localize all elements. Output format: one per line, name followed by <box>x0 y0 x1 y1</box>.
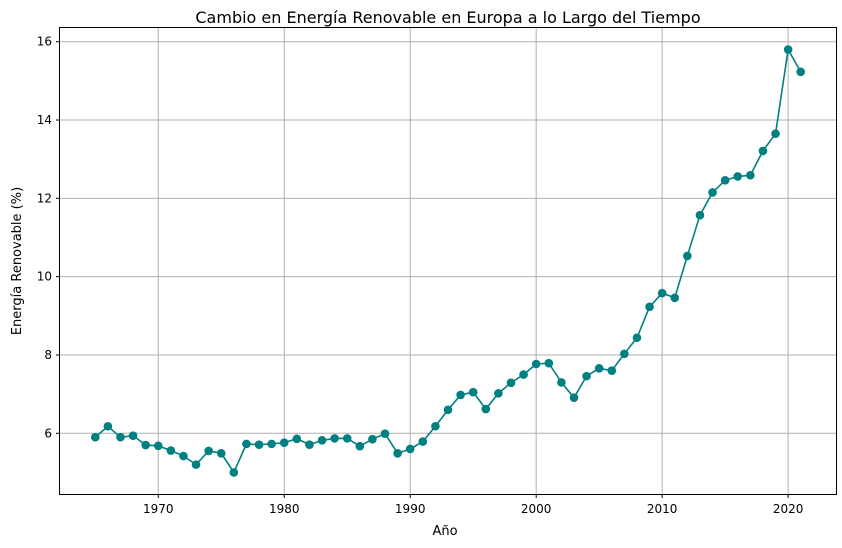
data-point <box>254 440 264 449</box>
data-point <box>128 431 138 440</box>
grid <box>60 28 836 494</box>
data-point <box>380 429 390 438</box>
data-point <box>594 363 604 373</box>
data-point <box>758 146 768 156</box>
data-point <box>683 251 692 261</box>
data-point <box>342 434 352 443</box>
data-point <box>204 446 213 456</box>
data-point <box>557 378 566 387</box>
data-point <box>166 446 176 455</box>
data-point <box>141 440 150 450</box>
y-tick-label: 14 <box>37 113 52 127</box>
data-point <box>330 434 339 443</box>
x-tick-label: 1980 <box>269 502 300 516</box>
y-tick-label: 16 <box>37 35 52 49</box>
data-point <box>305 440 314 449</box>
data-point <box>116 432 125 442</box>
data-point <box>746 170 755 180</box>
data-point <box>531 359 541 369</box>
data-point <box>607 366 617 375</box>
data-point <box>481 404 491 414</box>
y-axis-label: Energía Renovable (%) <box>10 187 25 335</box>
data-point <box>355 441 365 451</box>
data-point <box>279 438 289 448</box>
x-tick-label: 1970 <box>143 502 174 516</box>
data-point <box>153 441 163 451</box>
data-point <box>544 358 554 368</box>
data-point <box>494 389 503 398</box>
data-point <box>645 302 654 312</box>
data-point <box>443 405 453 415</box>
data-point <box>796 67 806 77</box>
data-point <box>456 390 465 400</box>
data-point <box>771 129 780 139</box>
series-line <box>90 45 806 477</box>
x-axis-label: Año <box>432 524 457 539</box>
data-point <box>695 210 705 220</box>
data-point <box>506 378 516 388</box>
data-point <box>708 188 717 197</box>
data-point <box>720 176 730 185</box>
data-point <box>267 439 276 449</box>
data-point <box>468 387 478 397</box>
data-point <box>657 288 667 298</box>
x-tick-label: 2010 <box>647 502 678 516</box>
data-point <box>632 333 642 343</box>
data-point <box>179 451 188 461</box>
data-point <box>90 432 100 442</box>
data-point <box>418 437 428 446</box>
data-point <box>733 172 743 181</box>
data-point <box>317 436 327 445</box>
data-point <box>569 393 579 402</box>
y-tick-label: 6 <box>44 426 52 440</box>
plot-frame <box>59 27 837 495</box>
data-point <box>783 45 793 54</box>
data-point <box>582 371 591 381</box>
chart-title: Cambio en Energía Renovable en Europa a … <box>195 8 700 27</box>
y-tick-label: 12 <box>37 191 52 205</box>
data-point <box>431 421 440 431</box>
data-point <box>191 460 201 469</box>
data-point <box>620 349 629 359</box>
data-point <box>519 370 528 379</box>
x-tick-label: 1990 <box>395 502 426 516</box>
data-point <box>393 448 402 458</box>
x-tick-label: 2020 <box>773 502 804 516</box>
data-point <box>368 434 377 444</box>
data-point <box>216 448 226 458</box>
y-tick-label: 8 <box>44 348 52 362</box>
x-tick-label: 2000 <box>521 502 552 516</box>
data-point <box>103 421 113 431</box>
data-point <box>670 293 680 303</box>
y-tick-label: 10 <box>37 270 52 284</box>
data-point <box>292 434 302 444</box>
data-point <box>229 468 239 477</box>
data-point <box>242 439 251 449</box>
data-point <box>405 444 415 454</box>
